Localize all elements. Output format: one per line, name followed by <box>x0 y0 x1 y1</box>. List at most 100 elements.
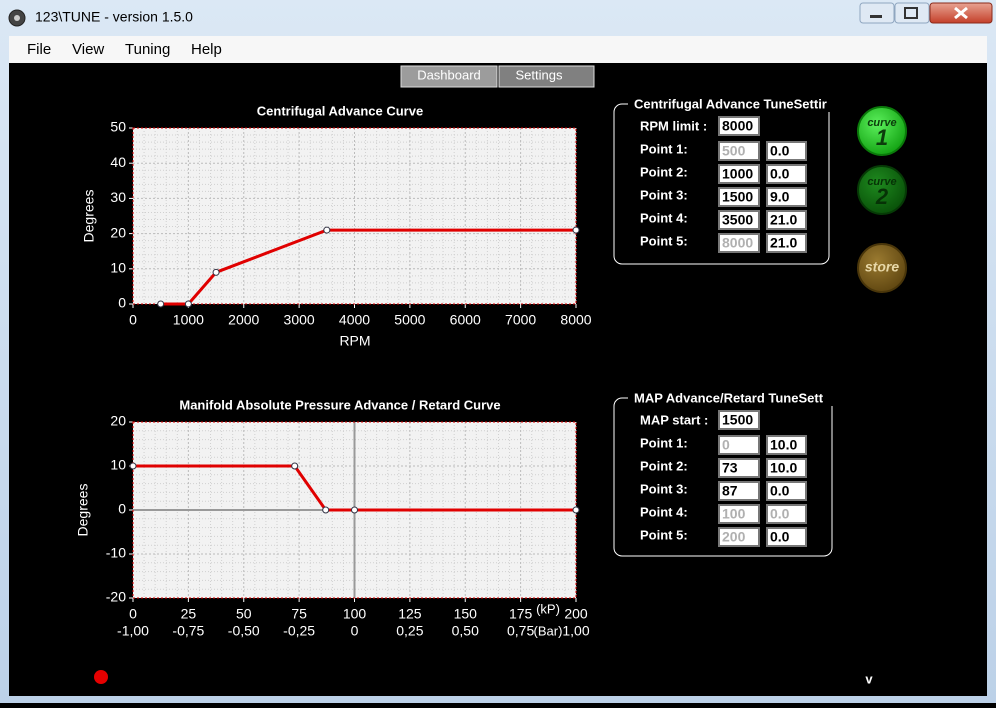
y-tick-label: -10 <box>106 545 126 561</box>
x-tick-label: 8000 <box>560 312 591 328</box>
input-field[interactable] <box>718 504 760 524</box>
curve-point <box>291 462 299 470</box>
y-axis-label: Degrees <box>75 484 91 537</box>
x2-tick-label: -0,50 <box>228 623 260 639</box>
x-unit: (kP) <box>536 601 560 616</box>
x-tick-label: 0 <box>129 312 137 328</box>
input-value: 21.0 <box>770 212 797 228</box>
version-mark: v <box>865 671 873 686</box>
x-tick-label: 200 <box>564 606 588 622</box>
y-tick-label: 20 <box>110 224 126 240</box>
input-field[interactable] <box>718 410 760 430</box>
maximize-button[interactable] <box>894 2 930 24</box>
x-tick-label: 6000 <box>450 312 481 328</box>
y-tick-label: 40 <box>110 154 126 170</box>
field-label: Point 3: <box>640 187 688 202</box>
input-value: 0.0 <box>770 529 790 545</box>
maximize-icon <box>904 7 918 19</box>
input-value: 500 <box>722 143 746 159</box>
input-field[interactable] <box>766 210 807 230</box>
round-button[interactable] <box>857 165 907 215</box>
y-tick-label: 20 <box>110 413 126 429</box>
input-field[interactable] <box>766 435 807 455</box>
field-label: Point 5: <box>640 527 688 542</box>
chart-title: Manifold Absolute Pressure Advance / Ret… <box>179 397 500 412</box>
input-field[interactable] <box>766 141 807 161</box>
field-label: MAP start : <box>640 412 708 427</box>
minimize-button[interactable] <box>859 2 895 24</box>
y-tick-label: 0 <box>118 501 126 517</box>
input-value: 3500 <box>722 212 753 228</box>
x2-unit: (Bar) <box>534 623 563 638</box>
input-field[interactable] <box>718 116 760 136</box>
input-field[interactable] <box>718 187 760 207</box>
tab-label: Settings <box>516 67 563 82</box>
menu-item[interactable]: View <box>72 41 104 58</box>
input-field[interactable] <box>718 458 760 478</box>
input-field[interactable] <box>718 527 760 547</box>
x2-tick-label: -1,00 <box>117 623 149 639</box>
menu-item[interactable]: Tuning <box>125 41 170 58</box>
y-tick-label: 10 <box>110 260 126 276</box>
input-field[interactable] <box>718 435 760 455</box>
x2-tick-label: -0,25 <box>283 623 315 639</box>
input-value: 8000 <box>722 118 753 134</box>
x-tick-label: 125 <box>398 606 422 622</box>
menu-bar <box>9 36 987 63</box>
input-value: 87 <box>722 483 738 499</box>
field-label: Point 2: <box>640 164 688 179</box>
curve-point <box>129 462 137 470</box>
x2-tick-label: 0,50 <box>452 623 479 639</box>
close-icon <box>954 6 968 20</box>
panel-title: Centrifugal Advance TuneSettir <box>634 96 827 111</box>
minimize-icon <box>870 15 882 18</box>
input-value: 200 <box>722 529 746 545</box>
button-word: curve <box>867 117 896 129</box>
input-field[interactable] <box>766 164 807 184</box>
button-number: 1 <box>876 125 888 150</box>
input-value: 73 <box>722 460 738 476</box>
input-field[interactable] <box>718 481 760 501</box>
menu-item[interactable]: Help <box>191 41 222 58</box>
x-axis-label: RPM <box>339 333 370 349</box>
input-field[interactable] <box>766 458 807 478</box>
input-field[interactable] <box>766 187 807 207</box>
tab[interactable] <box>400 65 498 88</box>
curve-point <box>184 300 192 308</box>
round-button[interactable] <box>857 243 907 293</box>
menu-item[interactable]: File <box>27 41 51 58</box>
round-button[interactable] <box>857 106 907 156</box>
input-field[interactable] <box>718 141 760 161</box>
x-tick-label: 2000 <box>228 312 259 328</box>
field-label: Point 5: <box>640 233 688 248</box>
x-tick-label: 50 <box>236 606 252 622</box>
chart-title: Centrifugal Advance Curve <box>257 103 423 118</box>
status-indicator <box>94 670 108 684</box>
input-field[interactable] <box>718 164 760 184</box>
x-tick-label: 150 <box>454 606 478 622</box>
input-value: 9.0 <box>770 189 790 205</box>
input-field[interactable] <box>718 233 760 253</box>
input-value: 100 <box>722 506 746 522</box>
tab[interactable] <box>498 65 595 88</box>
input-field[interactable] <box>766 527 807 547</box>
app-icon-center <box>14 15 20 21</box>
window-title: 123\TUNE - version 1.5.0 <box>35 9 193 25</box>
field-label: Point 1: <box>640 435 688 450</box>
input-value: 0.0 <box>770 166 790 182</box>
curve-point <box>572 226 580 234</box>
x-tick-label: 3000 <box>284 312 315 328</box>
input-field[interactable] <box>718 210 760 230</box>
button-word: curve <box>867 176 896 188</box>
input-value: 1500 <box>722 412 753 428</box>
input-value: 21.0 <box>770 235 797 251</box>
x-tick-label: 75 <box>291 606 307 622</box>
input-field[interactable] <box>766 481 807 501</box>
x2-tick-label: 0 <box>351 623 359 639</box>
input-field[interactable] <box>766 504 807 524</box>
y-tick-label: 30 <box>110 189 126 205</box>
field-label: Point 1: <box>640 141 688 156</box>
input-field[interactable] <box>766 233 807 253</box>
